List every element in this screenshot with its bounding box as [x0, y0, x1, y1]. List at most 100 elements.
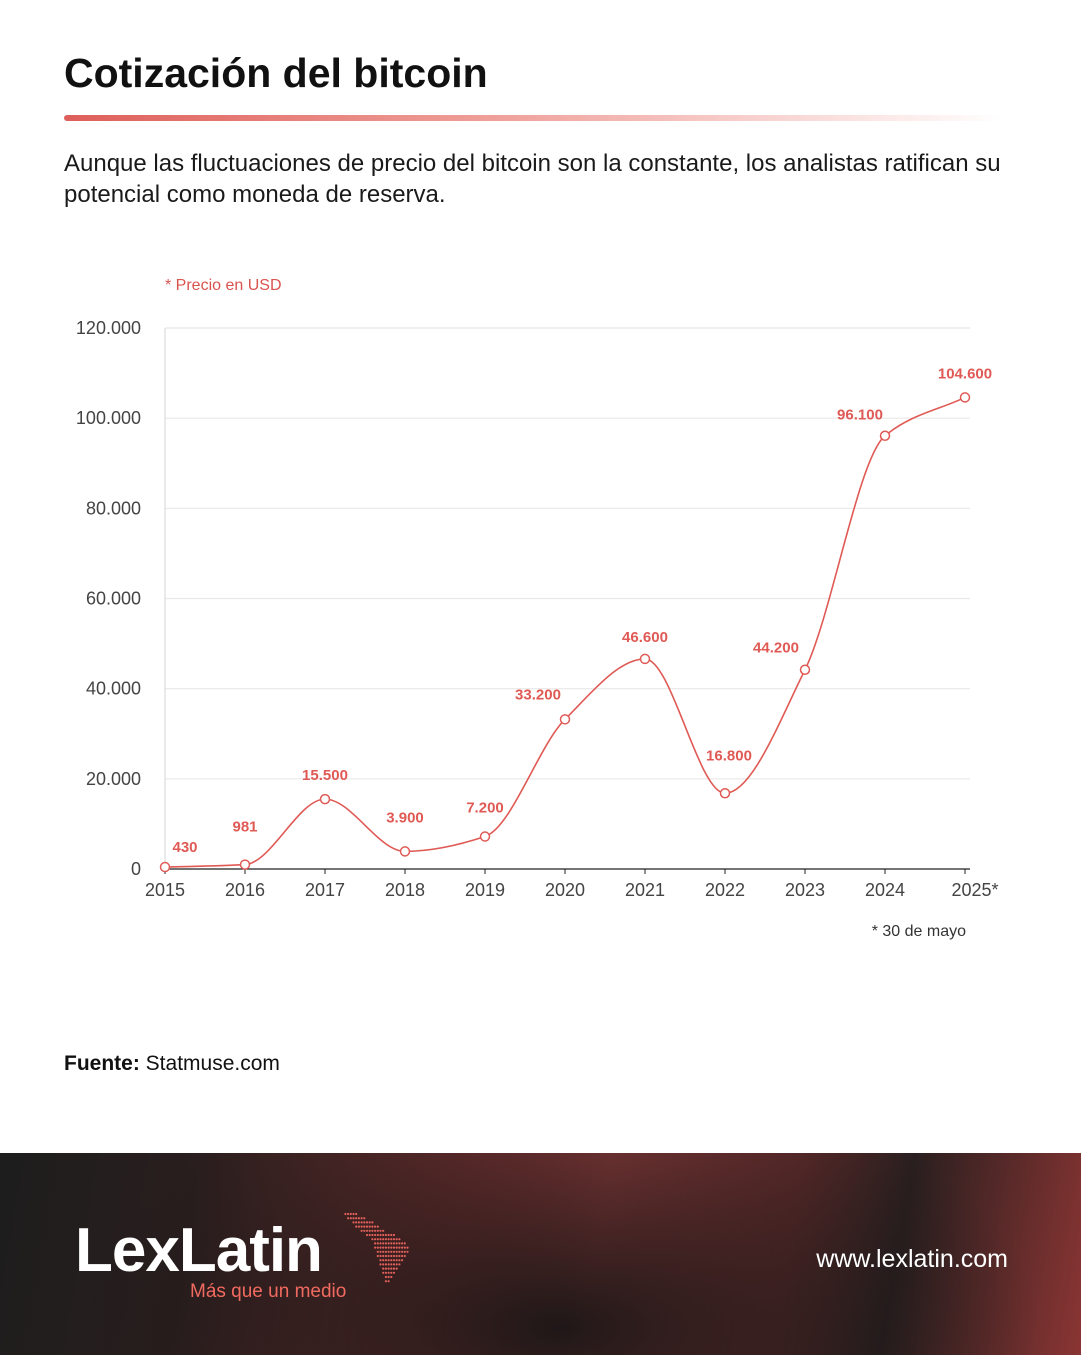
x-tick-label: 2023 — [785, 880, 825, 900]
map-dot — [363, 1217, 366, 1220]
map-dot — [390, 1271, 393, 1274]
map-dot — [355, 1225, 358, 1228]
lexlatin-logo[interactable]: LexLatin — [75, 1216, 323, 1285]
map-dot — [376, 1242, 379, 1245]
map-dot — [379, 1259, 382, 1262]
chart-subtitle: Aunque las fluctuaciones de precio del b… — [64, 150, 1001, 208]
data-point — [559, 714, 571, 725]
data-label: 104.600 — [938, 365, 992, 382]
map-dot — [382, 1259, 385, 1262]
map-dot — [382, 1238, 385, 1241]
map-dot — [371, 1225, 374, 1228]
map-dot — [392, 1271, 396, 1274]
map-dot — [403, 1242, 406, 1245]
map-dot — [382, 1242, 385, 1245]
map-dot — [390, 1263, 393, 1266]
map-dot — [357, 1217, 360, 1220]
map-dot — [371, 1221, 374, 1224]
x-tick-label: 2017 — [305, 880, 345, 900]
map-dot — [384, 1259, 387, 1262]
map-dot — [379, 1233, 382, 1237]
map-dot — [387, 1233, 390, 1237]
x-tick-label: 2025* — [951, 880, 998, 900]
data-label: 981 — [232, 819, 257, 836]
map-dot — [398, 1263, 401, 1266]
map-dot — [384, 1238, 387, 1241]
map-dot — [395, 1250, 398, 1253]
map-dot — [395, 1263, 398, 1266]
map-dot — [384, 1242, 387, 1245]
map-dot — [382, 1271, 385, 1274]
map-dot — [374, 1233, 377, 1237]
x-tick-label: 2016 — [225, 880, 265, 900]
data-point — [719, 788, 731, 799]
data-label: 33.200 — [515, 686, 561, 703]
logo-tagline: Más que un medio — [190, 1281, 347, 1302]
map-dot — [349, 1217, 352, 1220]
map-dot — [357, 1225, 360, 1228]
map-dot — [398, 1250, 401, 1253]
map-dot — [390, 1254, 393, 1258]
map-dot — [360, 1225, 363, 1228]
map-dot — [390, 1246, 393, 1249]
map-dot — [379, 1250, 382, 1253]
map-dot — [384, 1280, 387, 1283]
y-tick-label: 0 — [131, 859, 141, 879]
price-line — [164, 396, 966, 868]
map-dot — [384, 1254, 387, 1258]
map-dot — [376, 1233, 379, 1237]
map-dot — [384, 1267, 387, 1270]
title-underline — [64, 115, 1004, 121]
map-dot — [392, 1233, 396, 1237]
map-dot — [379, 1263, 382, 1266]
map-dot — [368, 1225, 371, 1228]
map-dot — [395, 1254, 398, 1258]
y-tick-label: 40.000 — [86, 679, 141, 699]
map-dot — [392, 1250, 396, 1253]
map-dot — [349, 1212, 352, 1216]
map-dot — [382, 1246, 385, 1249]
map-dot — [392, 1238, 396, 1241]
map-dot — [382, 1233, 385, 1237]
data-point — [159, 861, 171, 873]
map-dot — [371, 1233, 374, 1237]
map-dot — [371, 1238, 374, 1241]
map-dot — [360, 1221, 363, 1224]
map-dot — [392, 1267, 396, 1270]
x-tick-label: 2022 — [705, 880, 745, 900]
map-dot — [384, 1263, 387, 1266]
map-dot — [368, 1233, 371, 1237]
data-label: 3.900 — [386, 809, 424, 826]
map-dot — [401, 1254, 404, 1258]
data-point — [959, 392, 971, 403]
map-dot — [395, 1246, 398, 1249]
map-dot — [376, 1254, 379, 1258]
latin-america-map-icon — [344, 1212, 409, 1283]
map-dot — [387, 1267, 390, 1270]
map-dot — [355, 1212, 358, 1216]
map-dot — [390, 1242, 393, 1245]
map-dot — [384, 1250, 387, 1253]
map-dot — [406, 1250, 409, 1253]
map-dot — [352, 1217, 355, 1220]
map-dot — [395, 1242, 398, 1245]
map-dot — [382, 1267, 385, 1270]
map-dot — [365, 1229, 369, 1232]
map-dot — [363, 1229, 366, 1232]
map-dot — [347, 1212, 350, 1216]
map-dot — [395, 1238, 398, 1241]
map-dot — [390, 1267, 393, 1270]
date-footnote: * 30 de mayo — [871, 923, 966, 940]
map-dot — [387, 1259, 390, 1262]
map-dot — [392, 1246, 396, 1249]
map-dot — [347, 1217, 350, 1220]
map-dot — [387, 1238, 390, 1241]
y-tick-label: 20.000 — [86, 769, 141, 789]
data-point — [239, 859, 251, 870]
data-point — [639, 653, 651, 665]
x-tick-label: 2020 — [545, 880, 585, 900]
map-dot — [401, 1242, 404, 1245]
website-link[interactable]: www.lexlatin.com — [816, 1245, 1008, 1273]
map-dot — [401, 1259, 404, 1262]
map-dot — [403, 1250, 406, 1253]
